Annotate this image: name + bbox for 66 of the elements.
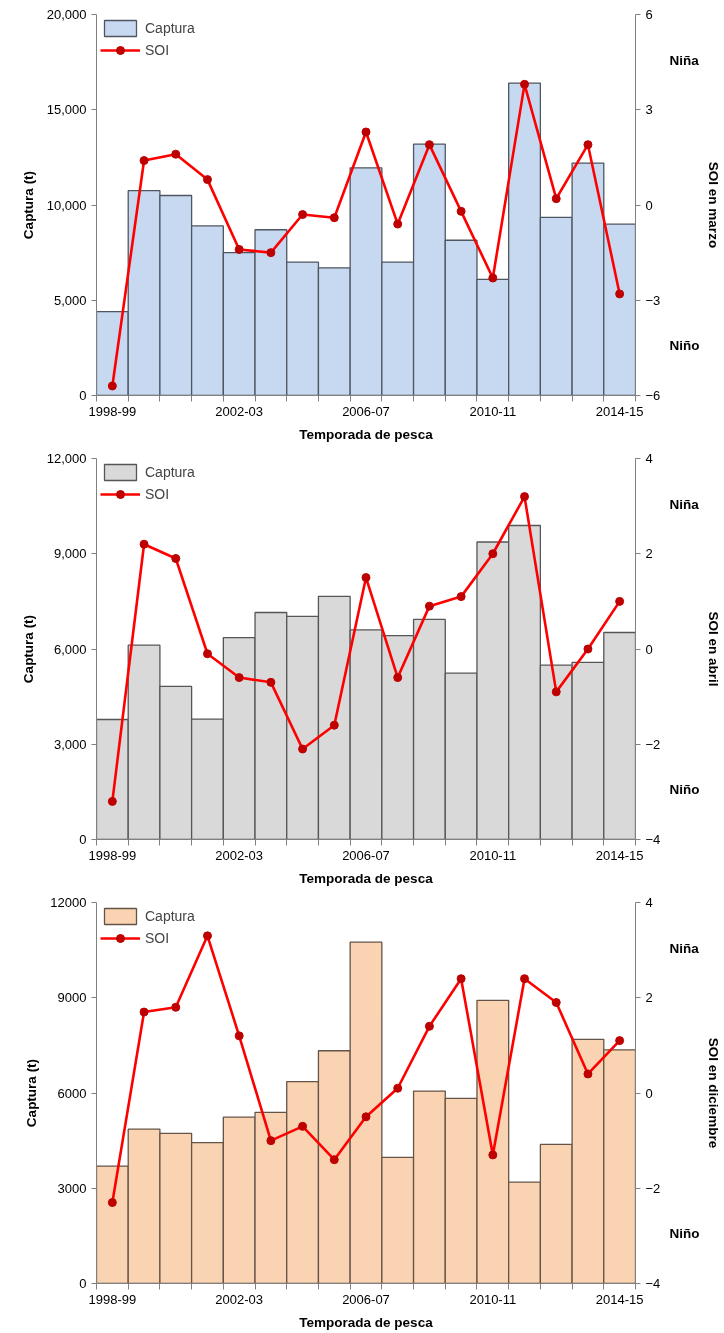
x-tick-label: 2002-03 [215, 847, 264, 863]
y-tick-label: 0 [79, 388, 87, 403]
y2-tick-label: −4 [645, 1276, 661, 1291]
x-tick-label: 2014-15 [595, 847, 644, 863]
y-tick-label: 6,000 [53, 641, 87, 657]
legend-label: SOI [145, 486, 170, 502]
y-tick-label: 10,000 [46, 197, 87, 213]
y2-tick-label: −3 [645, 292, 661, 308]
text: Niña [669, 52, 700, 68]
x-tick-label: 2010-11 [469, 1291, 517, 1307]
text: Niño [669, 782, 700, 798]
y2-tick-label: −2 [645, 736, 661, 752]
y2-tick-label: 2 [645, 546, 653, 562]
y2-axis-title: SOI en abril [706, 611, 722, 687]
y2-tick-label: 0 [645, 197, 653, 213]
y2-tick-label: −4 [645, 832, 661, 847]
y-tick-label: 6000 [57, 1085, 87, 1101]
y2-tick-label: 0 [645, 641, 653, 657]
text: Niña [669, 496, 700, 512]
x-axis-title: Temporada de pesca [299, 1314, 434, 1330]
y-tick-label: 3,000 [53, 736, 87, 752]
y2-axis-title: SOI en marzo [706, 161, 722, 249]
x-tick-label: 1998-99 [88, 403, 137, 419]
x-axis-title: Temporada de pesca [299, 426, 434, 442]
y2-tick-label: 3 [645, 102, 653, 118]
y-tick-label: 20,000 [46, 7, 87, 22]
x-tick-label: 2002-03 [215, 1291, 264, 1307]
y2-tick-label: 2 [645, 990, 653, 1006]
y-axis-title: Captura (t) [20, 614, 36, 684]
y2-tick-label: 4 [645, 895, 653, 910]
y-tick-label: 15,000 [46, 102, 87, 118]
y2-tick-label: 0 [645, 1085, 653, 1101]
y-tick-label: 9000 [57, 990, 87, 1006]
x-tick-label: 2010-11 [469, 847, 517, 863]
x-tick-label: 2002-03 [215, 403, 264, 419]
y2-tick-label: −6 [645, 388, 661, 403]
y-tick-label: 0 [79, 1276, 87, 1291]
x-tick-label: 2006-07 [342, 847, 390, 863]
legend-label: SOI [145, 42, 170, 58]
x-tick-label: 2006-07 [342, 403, 390, 419]
y-tick-label: 3000 [57, 1180, 87, 1196]
legend-label: Captura [145, 20, 195, 36]
y2-tick-label: 4 [645, 451, 653, 466]
x-tick-label: 1998-99 [88, 847, 137, 863]
y-tick-label: 12,000 [46, 451, 87, 466]
x-axis-title: Temporada de pesca [299, 870, 434, 886]
y2-tick-label: 6 [645, 7, 653, 22]
x-tick-label: 2006-07 [342, 1291, 390, 1307]
text: Niño [669, 1226, 700, 1242]
x-tick-label: 1998-99 [88, 1291, 137, 1307]
x-tick-label: 2014-15 [595, 403, 644, 419]
y2-tick-label: −2 [645, 1180, 661, 1196]
y-tick-label: 12000 [50, 895, 87, 910]
text: Niña [669, 940, 700, 956]
y-tick-label: 9,000 [53, 546, 87, 562]
y-axis-title: Captura (t) [24, 1058, 40, 1128]
y2-axis-title: SOI en diciembre [706, 1037, 722, 1149]
y-tick-label: 0 [79, 832, 87, 847]
legend-label: Captura [145, 908, 195, 924]
legend-label: Captura [145, 464, 195, 480]
y-axis-title: Captura (t) [20, 170, 36, 240]
x-tick-label: 2014-15 [595, 1291, 644, 1307]
x-tick-label: 2010-11 [469, 403, 517, 419]
legend-label: SOI [145, 930, 170, 946]
y-tick-label: 5,000 [53, 292, 87, 308]
text: Niño [669, 338, 700, 354]
